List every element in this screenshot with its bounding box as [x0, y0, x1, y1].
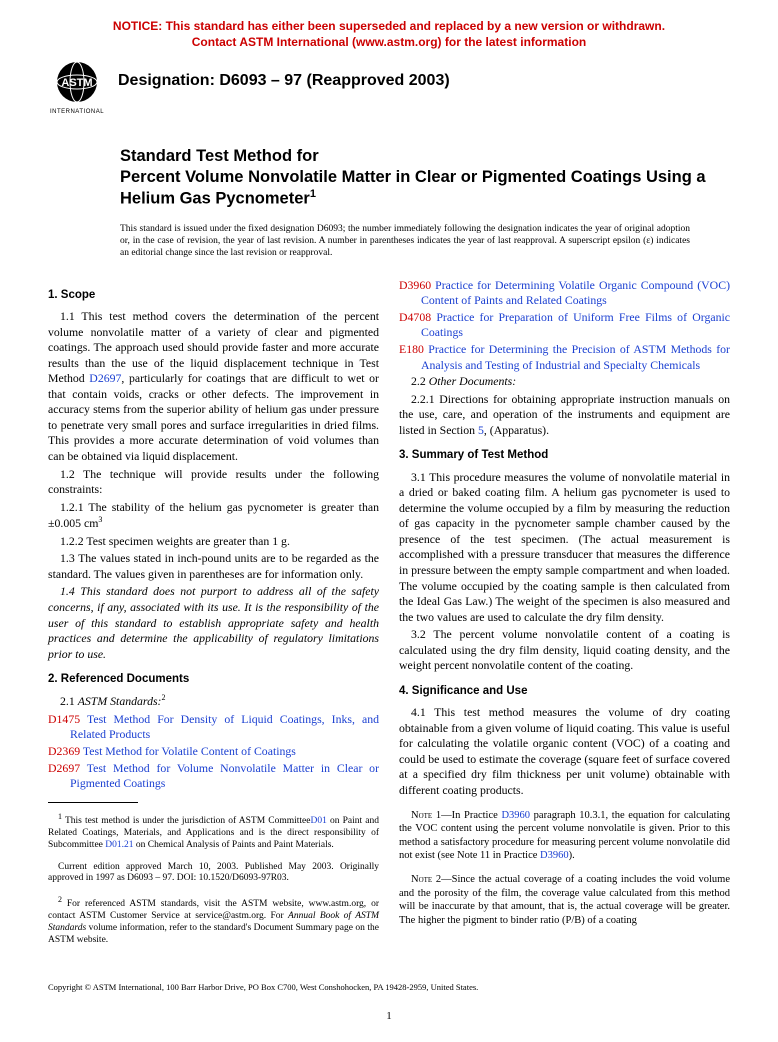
ref-item[interactable]: D4708 Practice for Preparation of Unifor… — [399, 310, 730, 341]
copyright: Copyright © ASTM International, 100 Barr… — [48, 982, 730, 992]
sec4-1: 4.1 This test method measures the volume… — [399, 705, 730, 798]
title-line2: Percent Volume Nonvolatile Matter in Cle… — [120, 167, 730, 209]
sec1-1: 1.1 This test method covers the determin… — [48, 309, 379, 465]
ref-code: D1475 — [48, 712, 80, 726]
notice-line2: Contact ASTM International (www.astm.org… — [192, 35, 586, 49]
ref-code: E180 — [399, 342, 424, 356]
svg-text:ASTM: ASTM — [61, 77, 92, 89]
sec2-1: 2.1 ASTM Standards:2 — [48, 693, 379, 709]
sec2-2: 2.2 Other Documents: — [399, 374, 730, 390]
sec1-2: 1.2 The technique will provide results u… — [48, 467, 379, 498]
link-d3960b[interactable]: D3960 — [540, 850, 569, 861]
sec3-head: 3. Summary of Test Method — [399, 448, 730, 463]
ref-code: D2697 — [48, 761, 80, 775]
header-row: ASTM INTERNATIONAL Designation: D6093 – … — [48, 60, 730, 118]
ref-code: D3960 — [399, 278, 431, 292]
sec3-2: 3.2 The percent volume nonvolatile conte… — [399, 627, 730, 674]
ref-text: Practice for Determining the Precision o… — [421, 342, 730, 372]
astm-logo: ASTM INTERNATIONAL — [48, 60, 106, 118]
link-d3960a[interactable]: D3960 — [501, 810, 530, 821]
ref-text: Test Method for Volatile Content of Coat… — [80, 744, 296, 758]
footnote-2: 2 For referenced ASTM standards, visit t… — [48, 895, 379, 947]
title-block: Standard Test Method for Percent Volume … — [120, 146, 730, 208]
ref-item[interactable]: D2697 Test Method for Volume Nonvolatile… — [48, 761, 379, 792]
ref-item[interactable]: D2369 Test Method for Volatile Content o… — [48, 744, 379, 760]
issuance-note: This standard is issued under the fixed … — [120, 223, 690, 260]
notice-line1: NOTICE: This standard has either been su… — [113, 19, 665, 33]
sec1-2-1: 1.2.1 The stability of the helium gas py… — [48, 500, 379, 532]
ref-item[interactable]: E180 Practice for Determining the Precis… — [399, 342, 730, 373]
ref-text: Test Method For Density of Liquid Coatin… — [70, 712, 379, 742]
ref-code: D4708 — [399, 310, 431, 324]
ref-text: Practice for Preparation of Uniform Free… — [421, 310, 730, 340]
link-d01[interactable]: D01 — [311, 816, 327, 826]
link-d0121[interactable]: D01.21 — [105, 840, 133, 850]
footnote-rule — [48, 802, 138, 803]
sec2-2-1: 2.2.1 Directions for obtaining appropria… — [399, 392, 730, 439]
footnote-1: 1 This test method is under the jurisdic… — [48, 812, 379, 852]
sec1-head: 1. Scope — [48, 288, 379, 303]
notice-banner: NOTICE: This standard has either been su… — [48, 18, 730, 50]
ref-code: D2369 — [48, 744, 80, 758]
left-column: 1. Scope 1.1 This test method covers the… — [48, 278, 379, 956]
sec1-2-2: 1.2.2 Test specimen weights are greater … — [48, 534, 379, 550]
page-number: 1 — [48, 1010, 730, 1022]
sec2-head: 2. Referenced Documents — [48, 672, 379, 687]
note-1: Note 1—In Practice D3960 paragraph 10.3.… — [399, 809, 730, 863]
title-line1: Standard Test Method for — [120, 146, 730, 167]
note-2: Note 2—Since the actual coverage of a co… — [399, 873, 730, 927]
sec4-head: 4. Significance and Use — [399, 684, 730, 699]
link-d2697[interactable]: D2697 — [89, 371, 121, 385]
sec1-3: 1.3 The values stated in inch-pound unit… — [48, 551, 379, 582]
sec3-1: 3.1 This procedure measures the volume o… — [399, 470, 730, 626]
designation: Designation: D6093 – 97 (Reapproved 2003… — [118, 72, 450, 90]
ref-list-left: D1475 Test Method For Density of Liquid … — [48, 712, 379, 792]
footnote-1b: Current edition approved March 10, 2003.… — [48, 862, 379, 886]
sec1-4: 1.4 This standard does not purport to ad… — [48, 584, 379, 662]
right-column: D3960 Practice for Determining Volatile … — [399, 278, 730, 956]
ref-text: Test Method for Volume Nonvolatile Matte… — [70, 761, 379, 791]
ref-item[interactable]: D1475 Test Method For Density of Liquid … — [48, 712, 379, 743]
ref-text: Practice for Determining Volatile Organi… — [421, 278, 730, 308]
logo-label: INTERNATIONAL — [48, 109, 106, 115]
body-columns: 1. Scope 1.1 This test method covers the… — [48, 278, 730, 956]
ref-item[interactable]: D3960 Practice for Determining Volatile … — [399, 278, 730, 309]
ref-list-right: D3960 Practice for Determining Volatile … — [399, 278, 730, 373]
